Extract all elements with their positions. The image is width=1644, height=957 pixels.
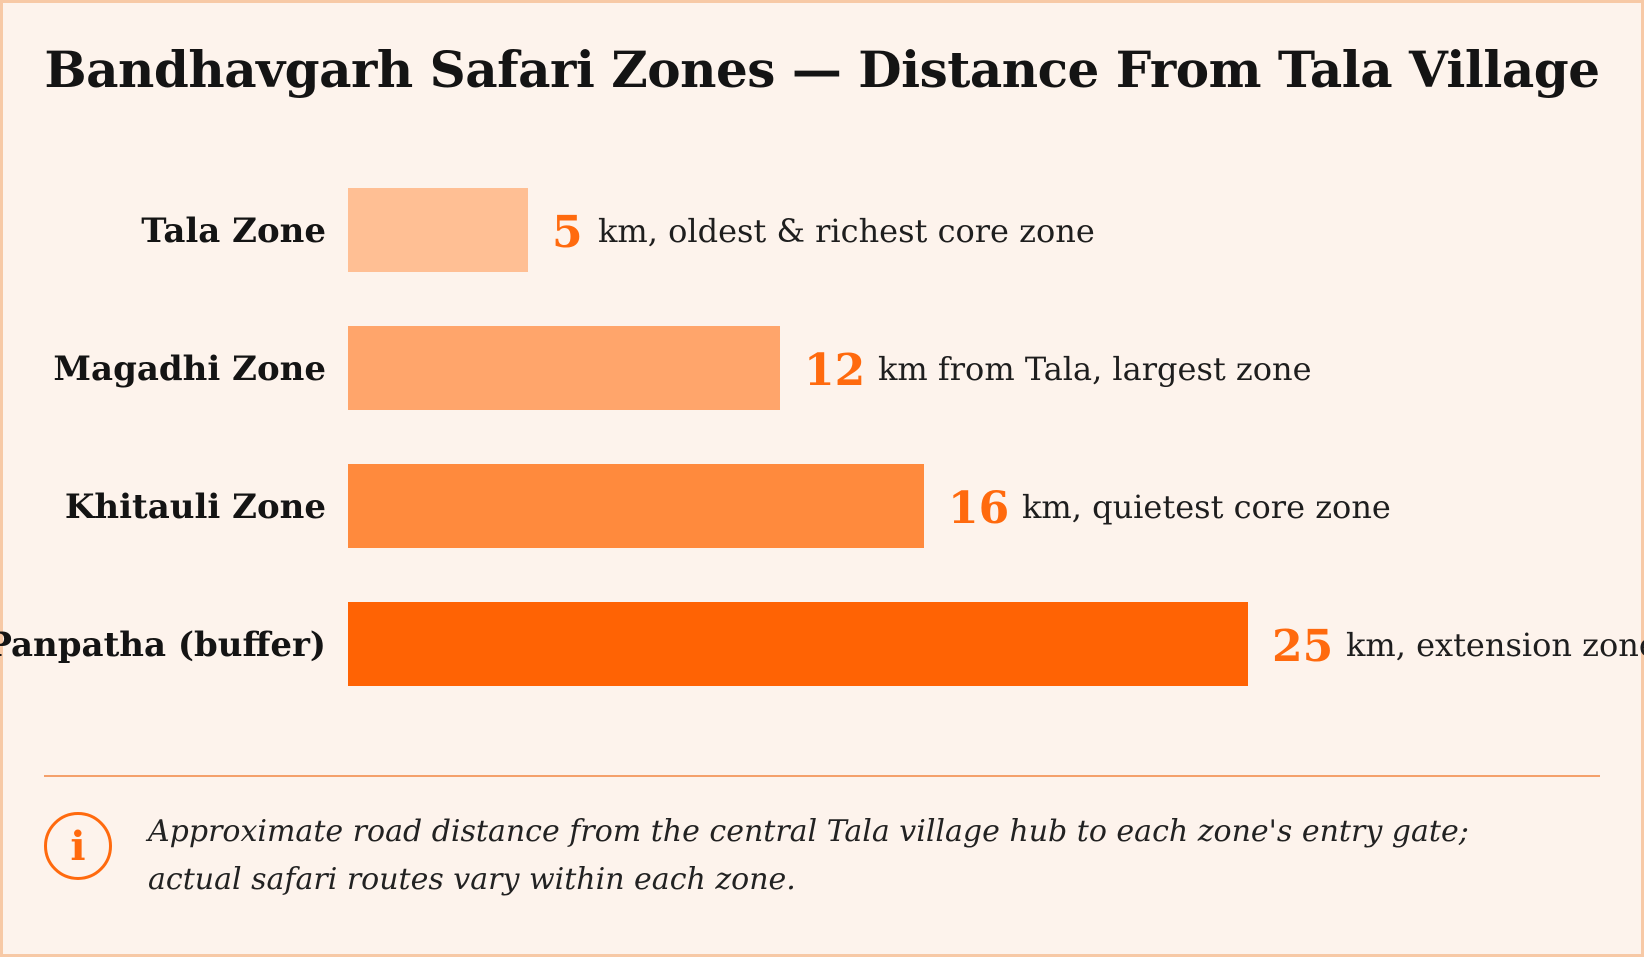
footnote-line-1: Approximate road distance from the centr…: [148, 814, 1469, 849]
annotation-label: km, quietest core zone: [1022, 488, 1391, 526]
value-label: 5: [552, 207, 583, 258]
category-label: Panpatha (buffer): [0, 625, 326, 665]
bar: [348, 326, 780, 410]
info-icon: i: [44, 812, 112, 880]
annotation-label: km, extension zone: [1346, 626, 1644, 664]
footnote: Approximate road distance from the centr…: [148, 808, 1568, 904]
category-label: Tala Zone: [141, 211, 326, 251]
bar: [348, 464, 924, 548]
bar: [348, 188, 528, 272]
annotation-label: km, oldest & richest core zone: [598, 212, 1095, 250]
footnote-line-2: actual safari routes vary within each zo…: [148, 862, 796, 897]
category-label: Magadhi Zone: [53, 349, 326, 389]
category-label: Khitauli Zone: [65, 487, 326, 527]
chart-title: Bandhavgarh Safari Zones — Distance From…: [44, 40, 1600, 99]
annotation-label: km from Tala, largest zone: [878, 350, 1312, 388]
footer-divider: [44, 775, 1600, 777]
value-label: 12: [804, 345, 865, 396]
value-label: 25: [1272, 621, 1333, 672]
bar: [348, 602, 1248, 686]
value-label: 16: [948, 483, 1009, 534]
